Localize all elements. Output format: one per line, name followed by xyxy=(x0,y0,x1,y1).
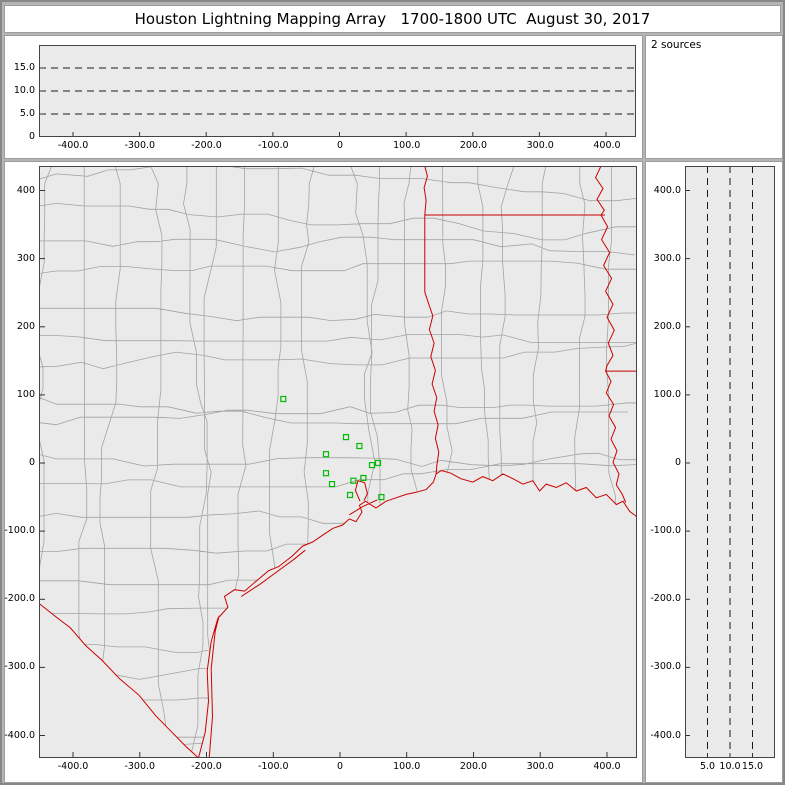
axis-tick-label: 0 xyxy=(336,140,344,151)
altitude-x-xaxis-labels: -400.0 -300.0 -200.0 -100.0 0 100.0 200.0 300.0… xyxy=(39,140,636,154)
map-xaxis-labels: -400.0 -300.0 -200.0 -100.0 0 100.0 200.0 300.0… xyxy=(39,761,637,775)
map-panel: 400 300 200 100 0 -100.0 -200.0 -300.0 -400.0 -4… xyxy=(4,161,643,783)
page-title: Houston Lightning Mapping Array 1700-180… xyxy=(134,10,651,28)
altitude-y-yaxis-labels: 400.0 300.0 200.0 100.0 0 -100.0 -200.0 -300.0 -… xyxy=(646,166,683,758)
axis-tick-label: 0 xyxy=(674,457,681,469)
altitude-x-plot[interactable] xyxy=(39,45,636,137)
axis-tick-label: 400 xyxy=(16,184,35,196)
axis-tick-label: -100.0 xyxy=(257,140,289,151)
axis-tick-label: -400.0 xyxy=(57,761,89,772)
axis-tick-label: 5.0 xyxy=(699,761,716,772)
axis-tick-label: -200.0 xyxy=(4,593,35,605)
axis-tick-label: 300 xyxy=(16,252,35,264)
axis-tick-label: -300.0 xyxy=(124,140,156,151)
axis-tick-label: 5.0 xyxy=(19,108,35,119)
axis-tick-label: 10.0 xyxy=(13,85,35,96)
axis-tick-label: 15.0 xyxy=(741,761,764,772)
state-boundaries xyxy=(39,166,637,758)
altitude-x-yaxis-labels: 15.0 10.0 5.0 0 xyxy=(5,45,37,142)
axis-tick-label: 300.0 xyxy=(526,761,554,772)
axis-tick-label: 10.0 xyxy=(719,761,741,772)
sources-panel: 2 sources xyxy=(645,35,783,159)
altitude-vs-east-west-panel: 15.0 10.0 5.0 0 -400.0 -300.0 -200.0 -100.0 0 10… xyxy=(4,35,643,159)
axis-tick-label: 0 xyxy=(28,131,35,142)
axis-tick-label: 200.0 xyxy=(653,320,681,332)
axis-tick-label: 100.0 xyxy=(393,140,421,151)
axis-tick-label: 400.0 xyxy=(653,184,681,196)
altitude-y-xaxis-labels: 5.0 10.0 15.0 xyxy=(685,761,775,775)
axis-tick-label: -300.0 xyxy=(4,661,35,673)
altitude-y-plot[interactable] xyxy=(685,166,775,758)
axis-tick-label: 300.0 xyxy=(526,140,554,151)
axis-tick-label: 100.0 xyxy=(393,761,421,772)
axis-tick-label: -100.0 xyxy=(650,525,681,537)
axis-tick-label: 15.0 xyxy=(13,62,35,73)
axis-tick-label: -200.0 xyxy=(191,761,222,772)
axis-tick-label: 0 xyxy=(336,761,344,772)
axis-tick-label: 400.0 xyxy=(593,140,621,151)
axis-tick-label: -100.0 xyxy=(257,761,289,772)
axis-tick-label: 100 xyxy=(16,388,35,400)
axis-tick-label: 100.0 xyxy=(653,388,681,400)
axis-tick-label: -100.0 xyxy=(4,525,35,537)
axis-tick-label: -200.0 xyxy=(191,140,222,151)
axis-tick-label: -300.0 xyxy=(124,761,156,772)
axis-tick-label: 200.0 xyxy=(459,761,488,772)
axis-tick-label: 400.0 xyxy=(593,761,621,772)
axis-tick-label: 200 xyxy=(16,320,35,332)
axis-tick-label: 300.0 xyxy=(653,252,681,264)
axis-tick-label: -400.0 xyxy=(4,729,35,741)
lma-station-markers xyxy=(280,395,385,501)
axis-tick-label: -400.0 xyxy=(650,729,681,741)
axis-tick-label: 0 xyxy=(28,457,35,469)
altitude-vs-north-south-panel: 400.0 300.0 200.0 100.0 0 -100.0 -200.0 -300.0 -… xyxy=(645,161,783,783)
axis-tick-label: 200.0 xyxy=(459,140,488,151)
sources-count-label: 2 sources xyxy=(651,39,702,51)
axis-tick-label: -300.0 xyxy=(650,661,681,673)
map-yaxis-labels: 400 300 200 100 0 -100.0 -200.0 -300.0 -400.0 xyxy=(4,166,37,758)
geographic-map-plot[interactable] xyxy=(39,166,637,758)
axis-tick-label: -200.0 xyxy=(650,593,681,605)
axis-tick-label: -400.0 xyxy=(57,140,89,151)
title-bar: Houston Lightning Mapping Array 1700-180… xyxy=(4,5,781,33)
